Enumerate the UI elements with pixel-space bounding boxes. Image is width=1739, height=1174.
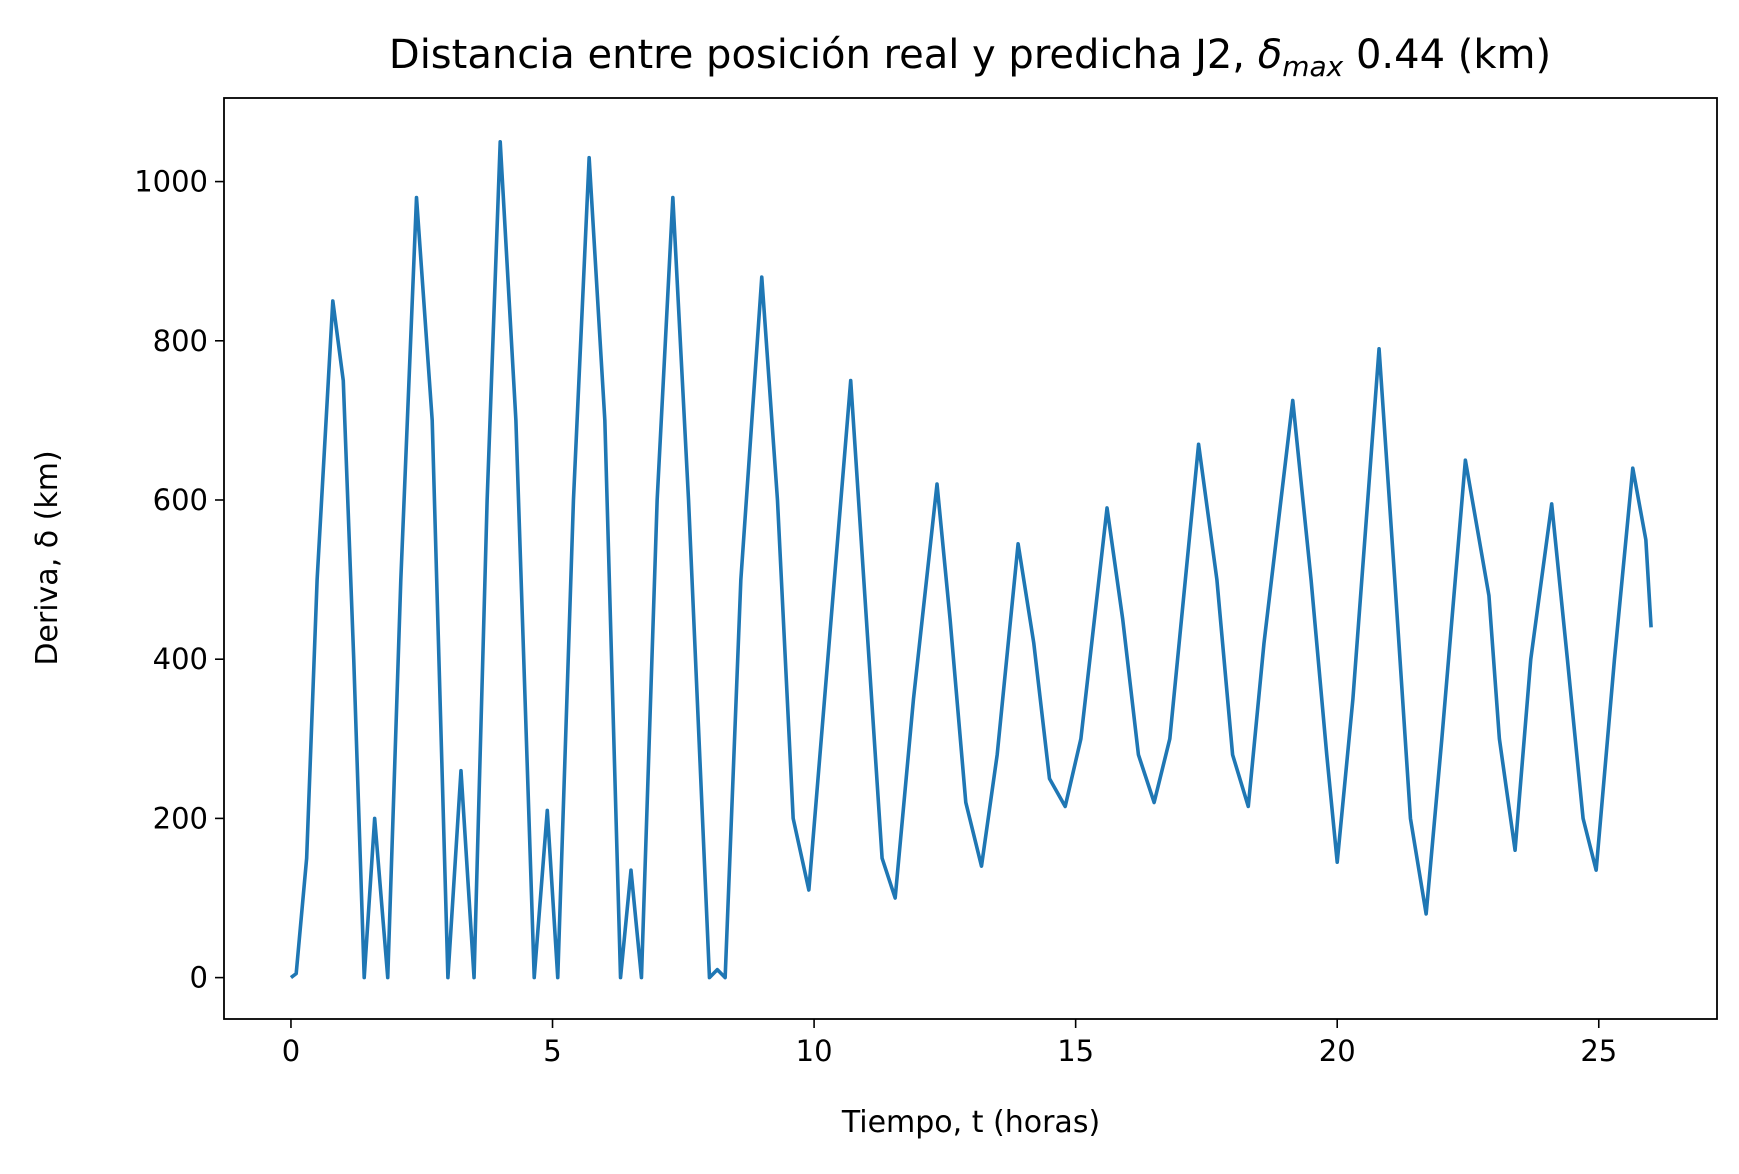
x-tick-label: 15 <box>1057 1034 1094 1068</box>
y-tick-label: 200 <box>153 801 208 835</box>
y-tick-label: 400 <box>153 642 208 676</box>
x-tick-label: 0 <box>282 1034 300 1068</box>
title-subscript: max <box>1282 50 1343 83</box>
x-axis-label: Tiempo, t (horas) <box>841 1105 1100 1140</box>
y-axis-label: Deriva, δ (km) <box>30 450 65 665</box>
title-symbol: δ <box>1258 32 1282 78</box>
title-text: 0.44 (km) <box>1343 32 1551 78</box>
x-tick-label: 25 <box>1580 1034 1617 1068</box>
x-tick-label: 20 <box>1319 1034 1356 1068</box>
y-tick-label: 0 <box>190 961 208 995</box>
plot-frame <box>223 97 1718 1020</box>
data-line <box>289 139 1653 980</box>
x-tick-label: 5 <box>543 1034 561 1068</box>
y-tick-label: 800 <box>153 324 208 358</box>
chart-title: Distancia entre posición real y predicha… <box>389 32 1551 83</box>
title-text: Distancia entre posición real y predicha… <box>389 32 1258 78</box>
y-tick-label: 1000 <box>134 165 208 199</box>
x-tick-label: 10 <box>796 1034 833 1068</box>
y-tick-label: 600 <box>153 483 208 517</box>
